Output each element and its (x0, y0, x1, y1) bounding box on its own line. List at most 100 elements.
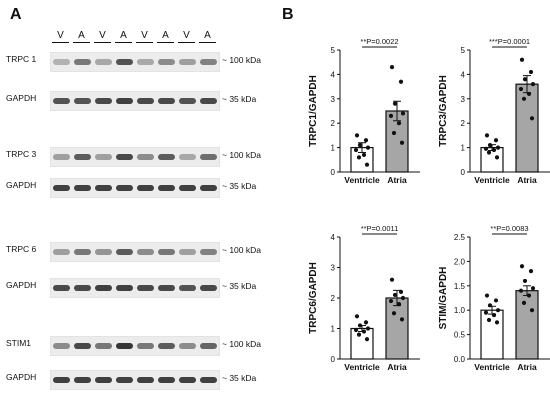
data-point (484, 293, 490, 298)
lane-label: A (120, 30, 127, 41)
blot-band (74, 185, 91, 191)
data-point (389, 277, 395, 282)
molecular-weight-label: ~ 100 kDa (222, 339, 261, 349)
data-point (392, 292, 398, 298)
data-point (391, 130, 397, 136)
x-tick-label: Ventricle (474, 175, 510, 185)
blot-band (137, 249, 154, 255)
data-point (365, 145, 371, 150)
blot-band (95, 377, 112, 383)
lane-label: A (204, 30, 211, 41)
data-point (528, 69, 534, 75)
blot-band (200, 59, 217, 65)
blot-strip (50, 242, 220, 262)
data-point (400, 111, 406, 116)
data-point (491, 147, 497, 153)
y-tick-label: 1 (331, 325, 336, 334)
blot-band (200, 154, 217, 160)
blot-label: STIM1 (6, 338, 32, 348)
data-point (388, 113, 394, 118)
data-point (363, 138, 369, 143)
blot-strip (50, 278, 220, 298)
x-tick-label: Atria (387, 175, 407, 185)
panel-b-letter: B (282, 6, 294, 23)
blot-band (137, 154, 154, 160)
p-value-label: **P=0.0011 (361, 224, 399, 233)
lane-marker (52, 42, 69, 43)
y-tick-label: 2 (461, 119, 466, 128)
data-point (519, 264, 525, 269)
y-tick-label: 0.5 (454, 331, 466, 340)
y-axis-label: TRPC3/GAPDH (438, 75, 449, 147)
blot-band (179, 98, 196, 104)
molecular-weight-label: ~ 100 kDa (222, 55, 261, 65)
blot-band (74, 249, 91, 255)
blot-band (158, 285, 175, 291)
molecular-weight-label: ~ 35 kDa (222, 373, 257, 383)
x-tick-label: Atria (517, 362, 537, 372)
blot-band (95, 185, 112, 191)
lane-marker (136, 42, 153, 43)
p-value-label: ***P=0.0001 (489, 37, 530, 46)
lane-marker (199, 42, 216, 43)
y-tick-label: 3 (461, 95, 466, 104)
molecular-weight-label: ~ 35 kDa (222, 181, 257, 191)
blot-band (137, 343, 154, 349)
data-point (396, 302, 402, 307)
blot-band (179, 285, 196, 291)
blot-band (200, 343, 217, 349)
lane-label: V (99, 30, 106, 41)
p-value-label: **P=0.0022 (360, 37, 398, 46)
molecular-weight-label: ~ 35 kDa (222, 281, 257, 291)
blot-band (53, 154, 70, 160)
blot-strip (50, 52, 220, 72)
blot-band (158, 154, 175, 160)
data-point (483, 146, 489, 151)
blot-band (95, 285, 112, 291)
blot-label: GAPDH (6, 180, 37, 190)
lane-label: V (183, 30, 190, 41)
lane-label: V (57, 30, 64, 41)
blot-band (137, 98, 154, 104)
blot-strip (50, 178, 220, 198)
blot-band (95, 249, 112, 255)
data-point (486, 150, 492, 155)
data-point (495, 145, 501, 150)
blot-label: GAPDH (6, 280, 37, 290)
y-axis-label: TRPC6/GAPDH (308, 262, 319, 334)
blot-strip (50, 147, 220, 167)
bar (515, 290, 539, 360)
data-point (494, 155, 500, 160)
blot-band (137, 185, 154, 191)
data-point (495, 308, 501, 313)
data-point (526, 91, 532, 97)
data-point (487, 303, 493, 308)
data-point (353, 327, 359, 333)
blot-band (53, 185, 70, 191)
x-tick-label: Ventricle (344, 362, 380, 372)
data-point (365, 326, 371, 331)
blot-band (95, 59, 112, 65)
y-tick-label: 1.0 (454, 306, 466, 315)
data-point (530, 82, 536, 87)
data-point (354, 133, 360, 138)
blot-label: GAPDH (6, 372, 37, 382)
x-tick-label: Ventricle (344, 175, 380, 185)
data-point (398, 79, 404, 84)
blot-band (95, 98, 112, 104)
data-point (522, 77, 528, 82)
y-tick-label: 5 (461, 46, 466, 55)
blot-band (74, 59, 91, 65)
blot-band (116, 98, 133, 104)
blot-band (116, 249, 133, 255)
blot-band (116, 285, 133, 291)
lane-label: V (141, 30, 148, 41)
blot-band (53, 377, 70, 383)
data-point (396, 121, 402, 126)
molecular-weight-label: ~ 100 kDa (222, 245, 261, 255)
data-point (361, 152, 367, 158)
blot-band (116, 343, 133, 349)
y-tick-label: 2.0 (454, 257, 466, 266)
blot-band (200, 377, 217, 383)
